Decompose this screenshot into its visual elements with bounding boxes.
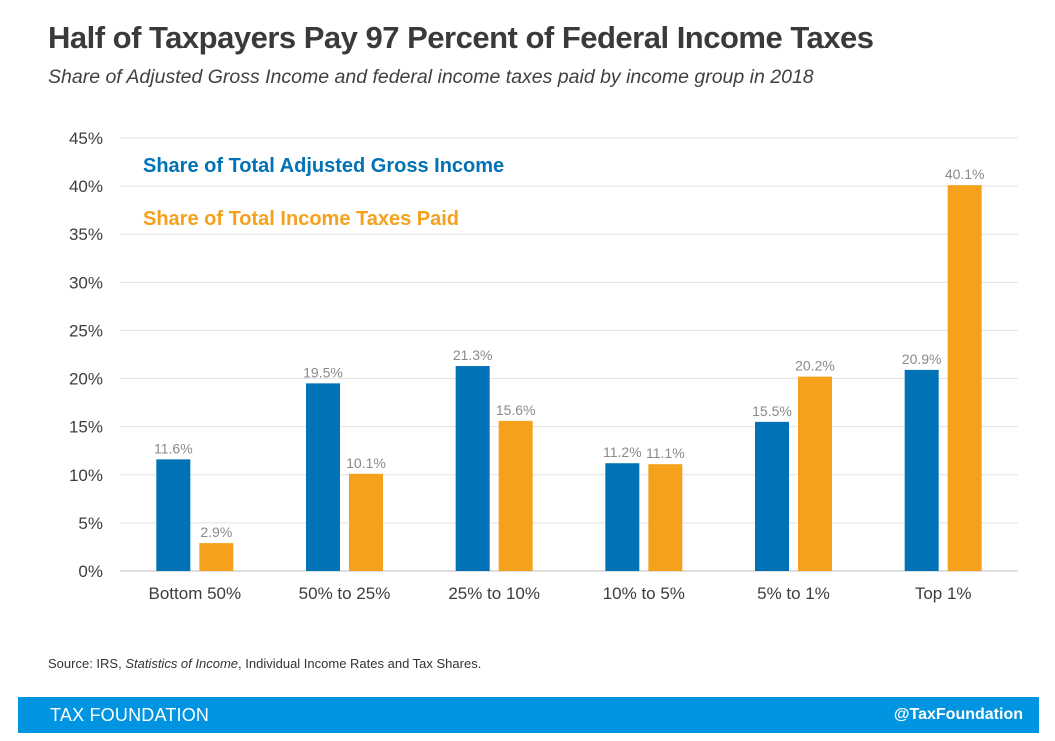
x-tick-label: 10% to 5% (603, 584, 685, 603)
agi-bar (455, 366, 490, 571)
data-label: 11.2% (603, 444, 642, 460)
data-label: 40.1% (945, 166, 985, 182)
y-tick-label: 5% (78, 514, 103, 533)
agi-bar (306, 383, 340, 571)
source-title: Statistics of Income (125, 656, 239, 671)
data-label: 11.6% (154, 440, 193, 456)
legend-agi: Share of Total Adjusted Gross Income (143, 155, 504, 177)
bar-chart: 0% 5% 10% 15% 20% 25% 30% 35% 40% 45% 11.6% 2.9% Bot… (69, 129, 1018, 603)
data-label: 11.1% (646, 445, 685, 461)
source-note: Source: IRS, Statistics of Income, Indiv… (48, 656, 481, 671)
data-label: 20.2% (795, 358, 835, 374)
chart-subtitle: Share of Adjusted Gross Income and feder… (48, 66, 814, 88)
y-tick-label: 40% (69, 177, 103, 196)
tax-bar (947, 185, 982, 571)
data-label: 2.9% (200, 524, 232, 540)
tax-bar (199, 543, 234, 571)
source-prefix: Source: IRS, (48, 656, 126, 671)
x-tick-label: 25% to 10% (448, 584, 540, 603)
y-tick-label: 30% (69, 273, 103, 292)
y-tick-label: 35% (69, 225, 103, 244)
y-tick-label: 0% (78, 562, 103, 581)
y-tick-label: 25% (69, 321, 103, 340)
agi-bar (605, 463, 640, 571)
x-tick-label: Bottom 50% (149, 584, 242, 603)
tax-bar (498, 420, 533, 571)
agi-bar (755, 421, 789, 571)
data-label: 15.5% (752, 403, 792, 419)
data-label: 19.5% (303, 364, 343, 380)
data-label: 10.1% (346, 455, 386, 471)
agi-bar (156, 459, 191, 571)
data-label: 15.6% (496, 402, 536, 418)
y-tick-label: 20% (69, 370, 103, 389)
x-tick-label: 5% to 1% (757, 584, 830, 603)
x-tick-label: 50% to 25% (299, 584, 391, 603)
legend-taxes: Share of Total Income Taxes Paid (143, 208, 459, 230)
y-tick-label: 45% (69, 129, 103, 148)
y-tick-label: 15% (69, 418, 103, 437)
tax-bar (798, 376, 832, 571)
data-label: 21.3% (453, 347, 493, 363)
source-suffix: , Individual Income Rates and Tax Shares… (238, 656, 482, 671)
agi-bar (904, 369, 939, 571)
footer-bar: TAX FOUNDATION @TaxFoundation (18, 697, 1039, 733)
footer-handle[interactable]: @TaxFoundation (893, 706, 1023, 723)
data-label: 20.9% (902, 351, 942, 367)
chart-title: Half of Taxpayers Pay 97 Percent of Fede… (48, 20, 874, 55)
tax-bar (349, 473, 383, 571)
y-tick-label: 10% (69, 466, 103, 485)
footer-brand[interactable]: TAX FOUNDATION (50, 705, 210, 725)
tax-bar (648, 464, 683, 571)
x-tick-label: Top 1% (915, 584, 972, 603)
